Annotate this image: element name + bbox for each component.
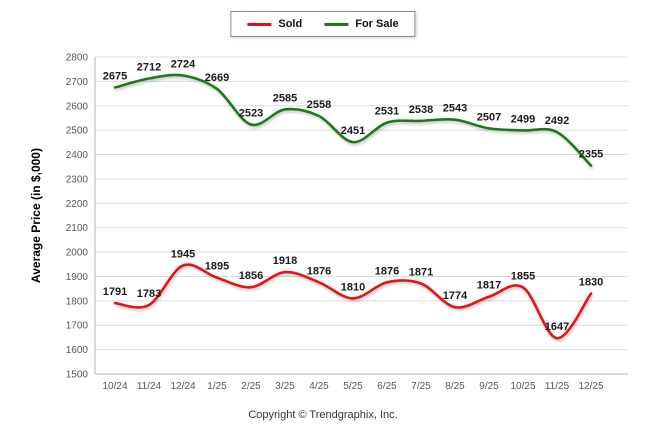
y-tick-label: 2600 [66,101,89,112]
data-label-sold: 1810 [341,281,365,293]
data-label-sold: 1895 [205,261,229,273]
x-tick-label: 11/25 [545,381,570,392]
y-tick-label: 1600 [66,345,89,356]
y-tick-label: 2500 [66,126,89,137]
x-tick-label: 4/25 [309,381,329,392]
data-label-sold: 1783 [137,288,161,300]
x-tick-label: 8/25 [445,381,465,392]
data-label-sold: 1791 [103,286,127,298]
data-label-for-sale: 2543 [443,103,467,115]
data-label-for-sale: 2558 [307,99,331,111]
data-label-for-sale: 2538 [409,104,433,116]
y-tick-label: 2300 [66,174,89,185]
x-tick-label: 1/25 [207,381,227,392]
copyright-text: Copyright © Trendgraphix, Inc. [248,409,398,421]
data-label-for-sale: 2724 [171,59,196,71]
legend-line-icon [247,22,272,26]
data-label-for-sale: 2712 [137,61,161,73]
data-label-for-sale: 2675 [103,70,127,82]
x-tick-label: 7/25 [411,381,431,392]
legend-label: For Sale [355,18,399,30]
data-label-for-sale: 2492 [545,115,569,127]
data-label-sold: 1871 [409,267,433,279]
legend-label: Sold [278,18,303,30]
y-tick-label: 2800 [66,53,89,64]
y-tick-label: 2100 [66,223,89,234]
data-label-for-sale: 2499 [511,113,535,125]
data-label-sold: 1647 [545,321,569,333]
data-label-for-sale: 2531 [375,106,399,118]
data-label-for-sale: 2669 [205,72,229,84]
y-tick-label: 2000 [66,248,89,259]
data-label-sold: 1945 [171,248,195,260]
legend-item-sold: Sold [247,18,302,30]
x-tick-label: 3/25 [275,381,295,392]
data-label-sold: 1918 [273,255,297,267]
data-label-for-sale: 2507 [477,111,501,123]
data-label-sold: 1876 [307,265,331,277]
x-tick-label: 6/25 [377,381,397,392]
x-tick-label: 10/25 [510,381,535,392]
x-tick-label: 2/25 [241,381,261,392]
x-tick-label: 5/25 [343,381,363,392]
y-tick-label: 2200 [66,199,89,210]
x-tick-label: 9/25 [479,381,499,392]
y-tick-label: 1500 [66,370,89,381]
x-tick-label: 11/24 [137,381,162,392]
y-tick-label: 1700 [66,321,89,332]
y-tick-label: 1800 [66,296,89,307]
series-line-sold [113,263,593,340]
data-label-for-sale: 2585 [273,92,297,104]
data-label-sold: 1876 [375,265,399,277]
legend-line-icon [324,22,349,26]
data-label-for-sale: 2523 [239,108,263,120]
y-tick-label: 1900 [66,272,89,283]
series-line-for-sale [113,73,593,167]
y-axis-title: Average Price (in $,000) [29,148,43,283]
chart-legend: Sold For Sale [230,11,416,37]
data-label-sold: 1830 [579,277,603,289]
x-tick-label: 12/25 [578,381,603,392]
data-label-sold: 1774 [443,290,468,302]
data-label-for-sale: 2451 [341,125,365,137]
data-label-for-sale: 2355 [579,149,603,161]
data-label-sold: 1855 [511,270,535,282]
legend-item-for-sale: For Sale [324,18,399,30]
x-tick-label: 10/24 [102,381,127,392]
y-tick-label: 2700 [66,77,89,88]
data-label-sold: 1817 [477,280,501,292]
data-label-sold: 1856 [239,270,263,282]
y-tick-label: 2400 [66,150,89,161]
x-tick-label: 12/24 [170,381,195,392]
